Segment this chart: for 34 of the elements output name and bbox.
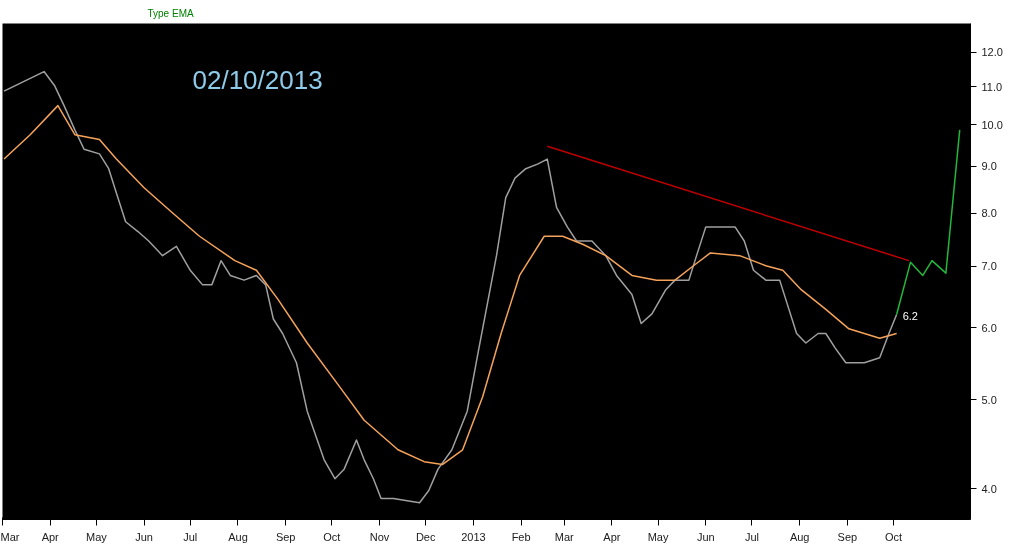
text: Type EMA	[147, 7, 194, 19]
x-tick-label: May	[647, 530, 669, 543]
y-tick-label: 9.0	[981, 160, 997, 173]
x-tick-label: Jun	[135, 530, 153, 543]
y-tick-label: 10.0	[981, 118, 1003, 131]
y-tick-label: 7.0	[981, 260, 997, 273]
x-tick-label: Nov	[369, 530, 390, 543]
x-tick-label: Jun	[696, 530, 715, 543]
x-tick-label: 2013	[461, 530, 486, 543]
x-tick-label: Mar	[0, 530, 20, 543]
y-tick-label: 11.0	[981, 80, 1003, 93]
x-tick-label: Jul	[744, 530, 759, 543]
annotation: 6.2	[902, 310, 918, 323]
y-tick-label: 5.0	[981, 393, 997, 406]
x-tick-label: Apr	[603, 530, 621, 543]
y-tick-label: 6.0	[981, 321, 997, 334]
x-tick-label: Feb	[511, 530, 531, 543]
x-tick-label: Mar	[554, 530, 575, 543]
x-tick-label: Sep	[837, 530, 858, 543]
x-tick-label: Aug	[789, 530, 810, 543]
y-tick-label: 4.0	[981, 482, 997, 495]
x-tick-label: Oct	[885, 530, 903, 543]
x-tick-label: Dec	[415, 530, 436, 543]
x-tick-label: Oct	[323, 530, 341, 543]
x-tick-label: Apr	[41, 530, 60, 543]
x-tick-label: Aug	[228, 530, 248, 543]
x-tick-label: Sep	[275, 530, 296, 543]
y-tick-label: 8.0	[981, 207, 997, 220]
y-tick-label: 12.0	[981, 46, 1003, 59]
x-tick-label: May	[85, 530, 108, 543]
text: 02/10/2013	[192, 64, 323, 95]
line-series	[3, 70, 898, 504]
line-series	[3, 104, 898, 466]
x-tick-label: Jul	[183, 530, 198, 543]
